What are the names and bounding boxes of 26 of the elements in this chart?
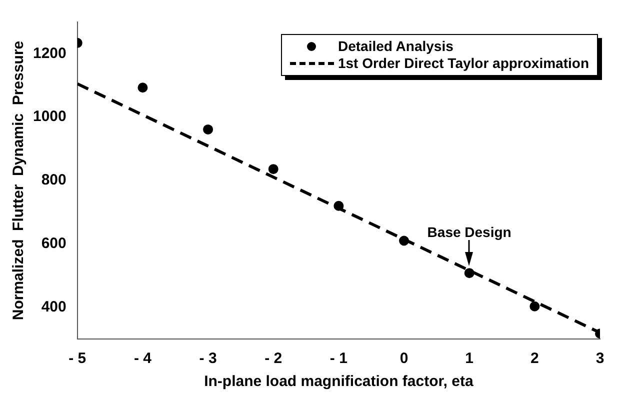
x-tick-label: 3 — [596, 350, 604, 368]
x-tick-label: 0 — [400, 350, 408, 368]
y-tick-label: 1200 — [32, 44, 66, 62]
legend-label: 1st Order Direct Taylor approximation — [338, 55, 589, 72]
y-tick-label: 600 — [41, 235, 66, 252]
point — [138, 82, 148, 93]
point — [464, 268, 474, 278]
x-tick-label: 2 — [530, 350, 539, 368]
x-tick-label: - 5 — [68, 350, 86, 368]
y-tick-label: 1000 — [32, 108, 66, 126]
point — [399, 236, 410, 246]
point — [530, 301, 540, 312]
point — [203, 124, 214, 134]
point — [268, 164, 278, 174]
point — [334, 200, 344, 211]
annotation: Base Design — [426, 224, 512, 240]
x-tick-label: - 4 — [134, 350, 152, 368]
x-tick-label: - 3 — [199, 350, 217, 368]
y-axis-title: Normalized Flutter Dynamic Pressure — [10, 40, 28, 320]
x-axis-title: In-plane load magnification factor, eta — [204, 373, 474, 390]
x-tick-label: 1 — [465, 350, 474, 368]
y-tick-label: 400 — [41, 298, 66, 316]
legend-label: Detailed Analysis — [338, 38, 454, 55]
x-tick-label: - 2 — [264, 350, 282, 368]
x-tick-label: - 1 — [330, 350, 348, 368]
y-tick-label: 800 — [41, 172, 66, 189]
